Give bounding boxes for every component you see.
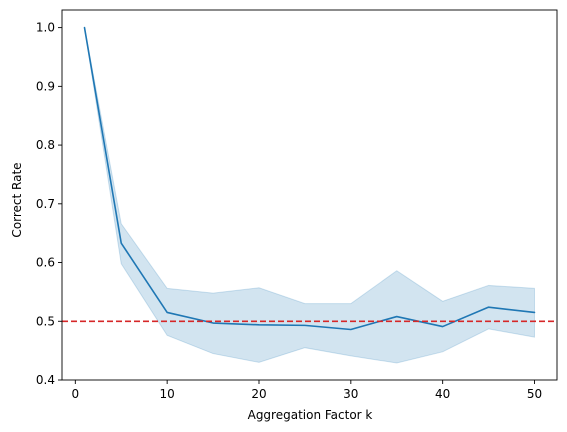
x-tick-label: 20 — [251, 387, 266, 401]
x-tick-label: 40 — [435, 387, 450, 401]
plot-border — [61, 9, 558, 381]
y-tick-label: 0.7 — [36, 197, 55, 211]
y-axis-label: Correct Rate — [10, 162, 24, 237]
x-tick-label: 10 — [160, 387, 175, 401]
x-axis-ticks: 0 10 20 30 40 50 — [71, 380, 542, 401]
y-tick-label: 0.8 — [36, 138, 55, 152]
confidence-band-0 — [84, 27, 535, 364]
y-tick-label: 0.6 — [36, 256, 55, 270]
x-axis-label: Aggregation Factor k — [248, 408, 373, 422]
x-tick-label: 30 — [343, 387, 358, 401]
series-line-0 — [83, 26, 536, 331]
x-tick-label: 0 — [71, 387, 79, 401]
y-tick-label: 1.0 — [36, 21, 55, 35]
y-axis-ticks: 0.4 0.5 0.6 0.7 0.8 0.9 1.0 — [36, 21, 62, 387]
x-tick-label: 50 — [527, 387, 542, 401]
y-tick-label: 0.9 — [36, 79, 55, 93]
confidence-band-layer — [84, 27, 535, 364]
series-line-layer — [83, 26, 536, 331]
plot-frame — [61, 9, 558, 381]
y-tick-label: 0.5 — [36, 314, 55, 328]
y-tick-label: 0.4 — [36, 373, 55, 387]
